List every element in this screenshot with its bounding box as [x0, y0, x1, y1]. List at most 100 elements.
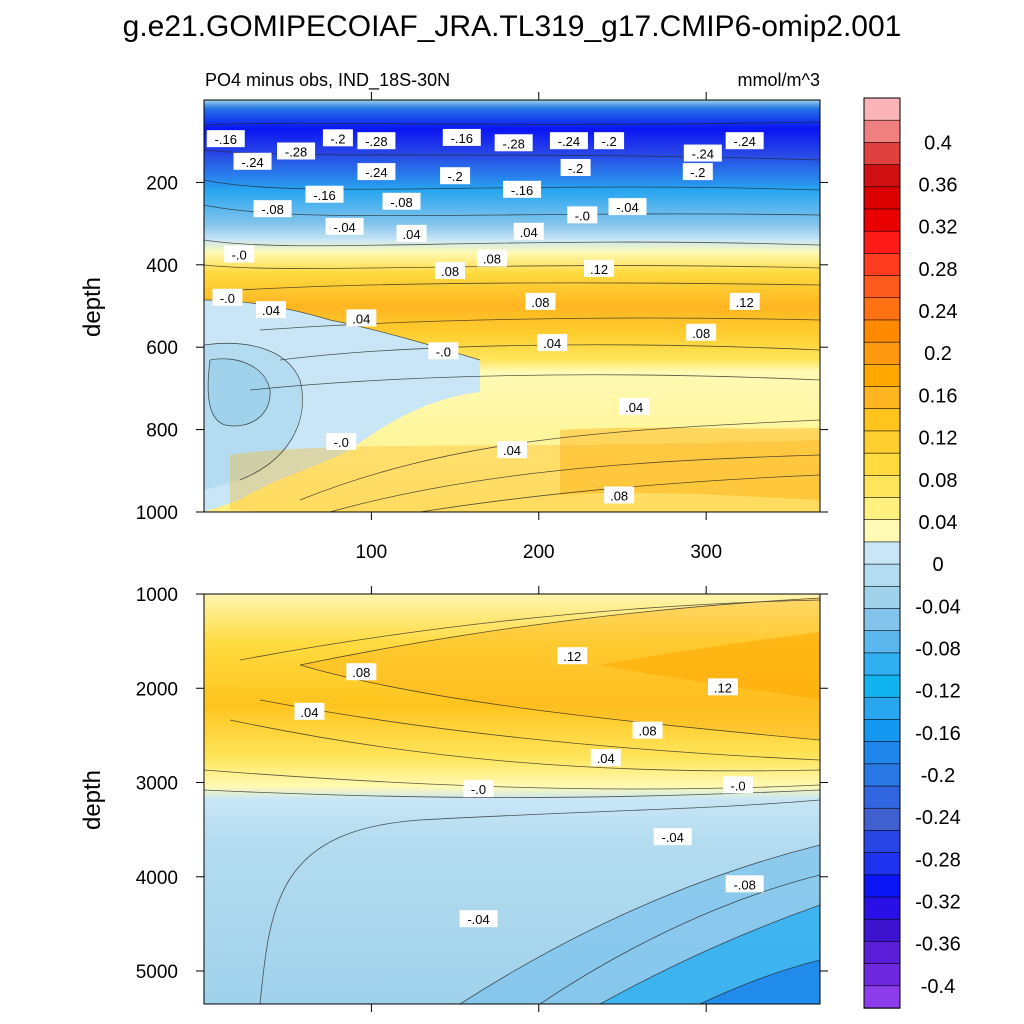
contour-label-text: .04: [262, 303, 280, 318]
contour-label: -.08: [382, 192, 421, 210]
lower-axis: 1000 2000 3000 4000 5000: [136, 585, 828, 1012]
contour-label: -.28: [494, 134, 533, 152]
colorbar-segment: [863, 941, 901, 965]
colorbar-segment: [863, 319, 901, 343]
contour-label-box: [686, 323, 717, 341]
upper-field: [204, 100, 820, 512]
colorbar-segment: [863, 386, 901, 410]
contour-label-text: -.08: [390, 195, 412, 210]
contour-label-box: [682, 163, 713, 181]
y-tick-label: 600: [146, 338, 178, 359]
contour-label-text: .12: [563, 649, 581, 664]
x-tick-label: 200: [523, 542, 555, 563]
contour-label: .04: [255, 301, 286, 319]
colorbar-frame: [863, 97, 901, 1009]
lower-orange-wedge: [300, 598, 820, 740]
contour-label: -.16: [503, 180, 542, 198]
contour-label-text: -.2: [568, 161, 583, 176]
contour-label-text: .04: [597, 751, 615, 766]
contour-label-text: .12: [714, 680, 732, 695]
contour-label: -.24: [549, 132, 588, 150]
contour-label-text: -.16: [451, 131, 473, 146]
contour-label-box: [357, 163, 396, 181]
contour-label-box: [233, 152, 272, 170]
colorbar-label: 0.16: [919, 385, 958, 407]
contour-label-text: -.0: [220, 291, 235, 306]
contour-label-box: [435, 261, 466, 279]
contour-label: .12: [584, 259, 615, 277]
y-tick-label: 1000: [136, 585, 178, 606]
contour-label-text: -.24: [733, 134, 755, 149]
contour-label-text: .04: [300, 705, 318, 720]
y-tick-label: 200: [146, 173, 178, 194]
lower-contour-labels: .08 .04 .12 .12 .08 .04 -.0 -.0 -.04 -.08 -.04: [294, 647, 764, 928]
contour-label: -.0: [722, 776, 753, 794]
colorbar-segment: [863, 896, 901, 920]
contour-label-box: [584, 259, 615, 277]
colorbar-segment: [863, 874, 901, 898]
contour-label-text: -.2: [690, 165, 705, 180]
contour-label-box: [632, 721, 663, 739]
contour-label: -.24: [357, 163, 396, 181]
colorbar-segment: [863, 563, 901, 587]
contour-label-box: [325, 217, 364, 235]
y-tick-label: 800: [146, 421, 178, 442]
colorbar-segment: [863, 364, 901, 388]
contour-label-text: -.28: [365, 134, 387, 149]
y-tick-label: 400: [146, 256, 178, 277]
contour-label-box: [590, 749, 621, 766]
upper-axis: 200 400 600 800 1000 100 200 300: [136, 92, 828, 563]
colorbar-segment: [863, 475, 901, 499]
colorbar-label: 0.04: [919, 512, 958, 534]
contour-label-text: -.2: [330, 131, 345, 146]
contour-label-text: .04: [352, 311, 370, 326]
contour-label-box: [683, 144, 722, 162]
colorbar-segment: [863, 541, 901, 565]
colorbar-segment: [863, 497, 901, 521]
contour-label: .08: [632, 721, 663, 739]
contour-label-text: -.0: [334, 435, 349, 450]
contour-label-text: .08: [531, 295, 549, 310]
colorbar-segment: [863, 741, 901, 765]
colorbar-segment: [863, 119, 901, 144]
contour-label-box: [494, 134, 533, 152]
contour-label-text: -.04: [661, 830, 683, 845]
units-label: mmol/m^3: [738, 70, 820, 90]
colorbar-segment: [863, 142, 901, 166]
upper-orange-band: [230, 440, 820, 512]
contour-label: .04: [513, 222, 544, 240]
contour-label-text: -.24: [558, 134, 580, 149]
colorbar-segment: [863, 719, 901, 743]
colorbar-segment: [863, 519, 901, 543]
contour-label: -.0: [567, 206, 598, 224]
contour-label-text: .04: [403, 227, 421, 242]
contour-label: -.0: [463, 780, 494, 798]
colorbar-segment: [863, 696, 901, 721]
lower-ylabel: depth: [79, 770, 106, 830]
contour-label-box: [206, 130, 245, 148]
colorbar-segment: [863, 674, 901, 698]
contour-label-box: [305, 185, 344, 203]
x-tick-label: 300: [690, 542, 722, 563]
contour-label-text: -.24: [365, 165, 387, 180]
colorbar-label: 0.36: [919, 175, 958, 197]
contour-label-box: [594, 132, 625, 150]
y-tick-label: 4000: [136, 868, 178, 889]
colorbar-label: 0.08: [919, 470, 958, 492]
contour-label-box: [463, 780, 494, 798]
contour-label-text: .08: [441, 264, 459, 279]
colorbar-label: 0.28: [919, 259, 958, 281]
contour-label: -.04: [608, 198, 647, 216]
contour-label: -.08: [253, 200, 292, 218]
contour-label-box: [729, 292, 760, 310]
contour-label: -.16: [305, 185, 344, 203]
colorbar-segment: [863, 585, 901, 610]
contour-label-text: .12: [736, 295, 754, 310]
upper-negative-min: [208, 358, 271, 426]
contour-label-box: [537, 334, 568, 352]
contour-label: -.16: [206, 130, 245, 148]
contour-label-box: [440, 167, 471, 185]
contour-label-box: [212, 288, 243, 306]
contour-label-text: -.04: [616, 200, 638, 215]
